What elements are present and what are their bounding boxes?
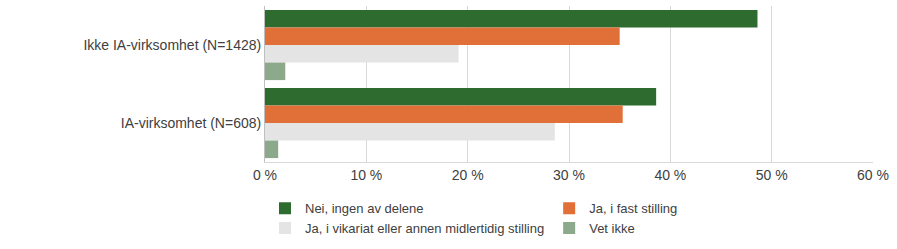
svg-text:IA-virksomhet (N=608): IA-virksomhet (N=608): [121, 115, 261, 131]
svg-text:50 %: 50 %: [756, 167, 788, 183]
svg-text:10 %: 10 %: [350, 167, 382, 183]
svg-text:30 %: 30 %: [553, 167, 585, 183]
svg-text:Ja, i fast stilling: Ja, i fast stilling: [589, 201, 677, 216]
svg-text:Vet ikke: Vet ikke: [589, 221, 635, 236]
svg-text:Ja, i vikariat eller annen mid: Ja, i vikariat eller annen midlertidig s…: [305, 221, 544, 236]
svg-text:Ikke IA-virksomhet (N=1428): Ikke IA-virksomhet (N=1428): [83, 37, 261, 53]
svg-text:40 %: 40 %: [654, 167, 686, 183]
svg-text:0 %: 0 %: [253, 167, 277, 183]
svg-text:20 %: 20 %: [452, 167, 484, 183]
svg-text:60 %: 60 %: [857, 167, 889, 183]
svg-text:Nei, ingen av delene: Nei, ingen av delene: [305, 201, 424, 216]
